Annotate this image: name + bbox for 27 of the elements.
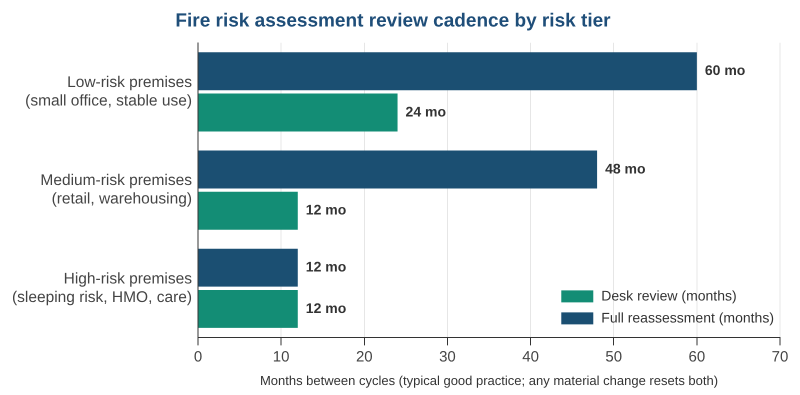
data-label: 12 mo bbox=[306, 202, 346, 218]
x-tick-label: 10 bbox=[272, 348, 290, 366]
data-label: 24 mo bbox=[406, 103, 446, 120]
legend-label: Desk review (months) bbox=[601, 287, 737, 304]
x-tick-label: 40 bbox=[522, 348, 539, 366]
bar bbox=[198, 150, 598, 188]
chart-title: Fire risk assessment review cadence by risk tier bbox=[175, 10, 612, 32]
x-tick-label: 50 bbox=[605, 348, 622, 366]
x-tick-label: 20 bbox=[356, 348, 373, 366]
y-tick-label: Medium-risk premises (retail, warehousing) bbox=[40, 172, 192, 208]
bar bbox=[198, 52, 697, 90]
bar bbox=[198, 94, 398, 132]
bar bbox=[198, 248, 298, 287]
x-tick-label: 70 bbox=[772, 348, 788, 366]
x-tick-label: 0 bbox=[194, 348, 202, 366]
bar bbox=[198, 290, 298, 328]
bar bbox=[198, 192, 298, 230]
y-tick-label: Low-risk premises (small office, stable use) bbox=[25, 74, 192, 110]
data-label: 12 mo bbox=[306, 300, 346, 316]
x-axis-title: Months between cycles (typical good practice; any material change resets both) bbox=[260, 372, 718, 388]
data-label: 48 mo bbox=[605, 160, 646, 176]
data-label: 12 mo bbox=[306, 258, 346, 275]
data-label: 60 mo bbox=[704, 62, 746, 78]
legend-label: Full reassessment (months) bbox=[601, 309, 774, 326]
x-tick-label: 30 bbox=[439, 348, 456, 366]
x-tick-label: 60 bbox=[688, 348, 706, 366]
y-tick-label: High-risk premises (sleeping risk, HMO, care) bbox=[12, 270, 192, 306]
